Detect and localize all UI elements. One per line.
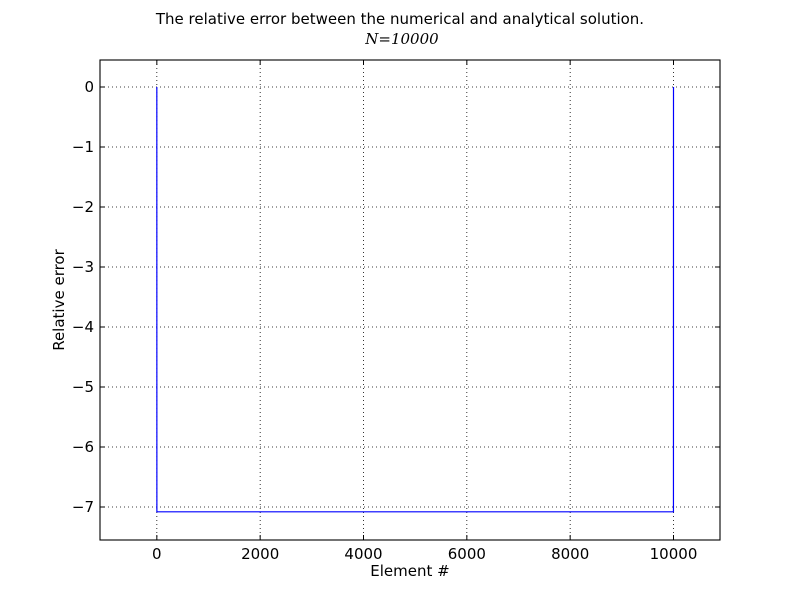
x-tick-label: 0 (152, 545, 162, 563)
chart-title: The relative error between the numerical… (155, 10, 644, 28)
y-tick-label: −6 (72, 438, 94, 456)
y-tick-label: −4 (72, 318, 94, 336)
y-axis-label: Relative error (50, 248, 68, 350)
axis-ticks: 0 2000 4000 6000 8000 10000 0 −1 −2 −3 −4 −5 −6 −7 (72, 60, 720, 563)
y-tick-label: −7 (72, 498, 94, 516)
y-tick-label: 0 (84, 78, 94, 96)
y-tick-label: −2 (72, 198, 94, 216)
series-lines (156, 86, 675, 513)
x-axis-label: Element # (370, 562, 449, 580)
y-tick-label: −3 (72, 258, 94, 276)
x-tick-label: 6000 (448, 545, 486, 563)
series-line (156, 86, 675, 513)
plot-frame (99, 59, 721, 541)
x-tick-label: 8000 (551, 545, 589, 563)
x-tick-label: 2000 (241, 545, 279, 563)
y-tick-label: −5 (72, 378, 94, 396)
y-tick-label: −1 (72, 138, 94, 156)
x-tick-label: 4000 (344, 545, 382, 563)
grid-lines (100, 60, 720, 540)
x-tick-label: 10000 (650, 545, 698, 563)
chart-subtitle: N=10000 (364, 30, 439, 48)
